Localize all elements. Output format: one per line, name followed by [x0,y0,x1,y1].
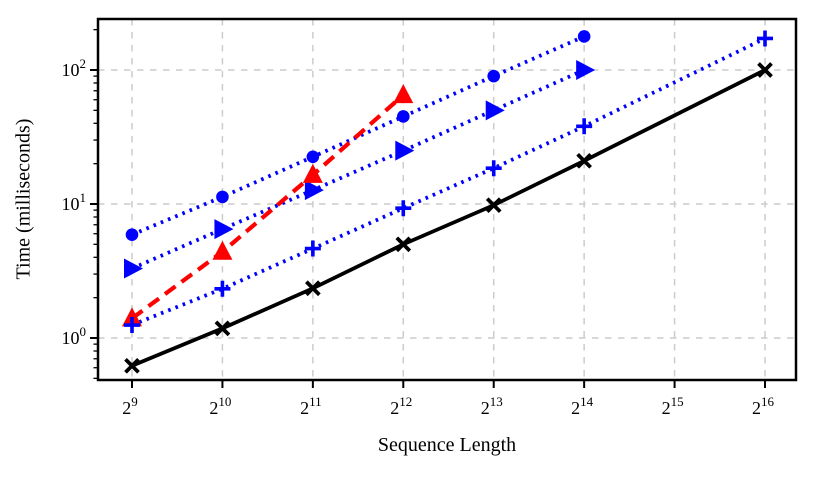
x-axis-label: Sequence Length [377,434,517,456]
svg-text:101: 101 [62,190,87,214]
svg-text:100: 100 [62,324,87,348]
svg-text:213: 213 [481,394,503,418]
svg-text:102: 102 [62,56,87,80]
svg-text:216: 216 [752,394,775,418]
y-axis-label: Time (milliseconds) [12,118,35,280]
svg-text:215: 215 [662,394,684,418]
svg-text:29: 29 [122,394,138,418]
svg-text:212: 212 [390,394,412,418]
svg-text:214: 214 [571,394,594,418]
svg-text:210: 210 [209,394,231,418]
svg-text:211: 211 [300,394,322,418]
